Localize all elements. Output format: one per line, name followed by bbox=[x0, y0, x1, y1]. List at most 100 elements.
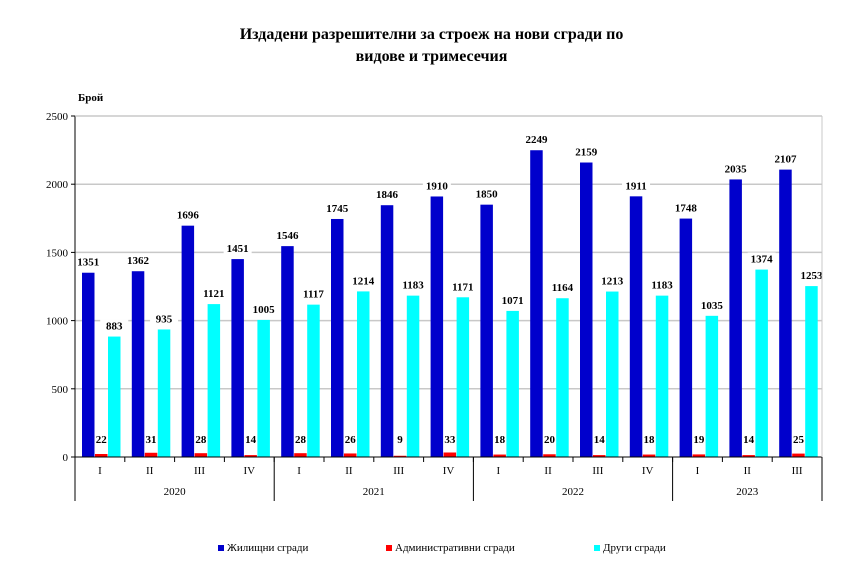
bar-other bbox=[406, 295, 420, 457]
data-label-background bbox=[299, 287, 328, 301]
bar-residential bbox=[580, 162, 593, 458]
bar-residential bbox=[331, 218, 344, 457]
data-label: 1696 bbox=[177, 210, 200, 222]
data-label: 1253 bbox=[800, 270, 823, 282]
data-label-background bbox=[273, 229, 302, 243]
bar-administrative bbox=[344, 453, 357, 457]
bar-residential bbox=[181, 225, 195, 457]
chart-title-line-1: Издадени разрешителни за строеж на нови … bbox=[239, 26, 624, 43]
chart-title-line-2: видове и тримесечия bbox=[355, 48, 508, 65]
x-tick-label: II bbox=[345, 465, 353, 477]
bar-residential bbox=[82, 272, 95, 457]
x-tick-label: IV bbox=[443, 465, 455, 477]
data-label: 14 bbox=[594, 434, 606, 446]
data-label: 1214 bbox=[352, 275, 375, 287]
legend-label-administrative: Административни сгради bbox=[395, 542, 515, 554]
data-label: 26 bbox=[345, 434, 357, 446]
data-label-background bbox=[498, 293, 527, 307]
data-label: 9 bbox=[397, 434, 403, 446]
data-label: 1164 bbox=[552, 282, 574, 294]
data-label-background bbox=[572, 145, 601, 159]
data-label: 2035 bbox=[725, 163, 748, 175]
bar-administrative bbox=[692, 454, 706, 457]
data-label-background bbox=[448, 280, 477, 294]
bar-residential bbox=[231, 259, 244, 457]
data-label-background bbox=[648, 278, 677, 292]
data-label: 1005 bbox=[253, 304, 276, 316]
data-label: 28 bbox=[295, 434, 307, 446]
bar-other bbox=[207, 304, 221, 457]
data-label: 1910 bbox=[426, 180, 449, 192]
data-label: 1846 bbox=[376, 189, 399, 201]
data-label: 1362 bbox=[127, 255, 150, 267]
data-label-background bbox=[223, 242, 252, 256]
x-tick-label: I bbox=[297, 465, 301, 477]
bar-other bbox=[606, 291, 619, 457]
data-label-background bbox=[349, 274, 378, 288]
data-label: 20 bbox=[544, 434, 556, 446]
data-label: 18 bbox=[494, 434, 506, 446]
data-label: 1121 bbox=[203, 288, 224, 300]
x-tick-label: II bbox=[744, 465, 752, 477]
x-tick-label: III bbox=[194, 465, 205, 477]
data-label-background bbox=[598, 274, 627, 288]
data-label-background bbox=[671, 201, 700, 215]
data-label: 18 bbox=[644, 434, 656, 446]
bar-other bbox=[556, 298, 569, 457]
data-label-background bbox=[472, 187, 501, 201]
bar-other bbox=[655, 295, 669, 457]
data-label: 33 bbox=[444, 434, 456, 446]
bar-other bbox=[456, 297, 470, 457]
y-tick-label: 500 bbox=[52, 384, 69, 396]
bar-residential bbox=[679, 218, 693, 457]
data-label-background bbox=[622, 179, 651, 193]
data-label-background bbox=[422, 179, 451, 193]
year-label: 2020 bbox=[164, 486, 187, 498]
data-label-background bbox=[548, 281, 577, 295]
data-label-background bbox=[721, 162, 750, 176]
bar-other bbox=[257, 319, 270, 457]
x-tick-label: I bbox=[98, 465, 102, 477]
chart-title: Издадени разрешителни за строеж на нови … bbox=[0, 24, 863, 68]
legend-swatch-residential bbox=[218, 545, 224, 551]
data-label-background bbox=[373, 188, 402, 202]
data-label: 1911 bbox=[625, 180, 646, 192]
data-label-background bbox=[249, 302, 278, 316]
bar-residential bbox=[380, 205, 394, 457]
x-tick-label: III bbox=[792, 465, 803, 477]
x-tick-label: II bbox=[544, 465, 552, 477]
legend-item-residential: Жилищни сгради bbox=[218, 542, 308, 554]
data-label: 1183 bbox=[651, 280, 673, 292]
data-label: 1071 bbox=[502, 295, 524, 307]
data-label-background bbox=[399, 278, 428, 292]
bar-other bbox=[307, 304, 320, 457]
bar-residential bbox=[430, 196, 444, 457]
data-label-background bbox=[697, 298, 726, 312]
data-label-background bbox=[173, 208, 202, 222]
x-tick-label: I bbox=[496, 465, 500, 477]
x-tick-label: III bbox=[592, 465, 603, 477]
y-tick-label: 2500 bbox=[46, 111, 69, 123]
data-label: 1451 bbox=[227, 243, 249, 255]
y-tick-label: 2000 bbox=[46, 179, 69, 191]
bar-other bbox=[755, 269, 768, 457]
data-label: 31 bbox=[146, 434, 157, 446]
legend-item-administrative: Административни сгради bbox=[386, 542, 515, 554]
data-label: 1745 bbox=[326, 203, 349, 215]
data-label: 2159 bbox=[575, 147, 598, 159]
data-label: 1183 bbox=[402, 280, 424, 292]
bar-other bbox=[157, 329, 171, 457]
bar-administrative bbox=[194, 453, 208, 457]
data-label: 28 bbox=[195, 434, 207, 446]
legend-label-other: Други сгради bbox=[603, 542, 666, 554]
data-label-background bbox=[771, 152, 800, 166]
bar-other bbox=[705, 315, 719, 457]
data-label: 2107 bbox=[774, 154, 797, 166]
year-label: 2022 bbox=[562, 486, 584, 498]
bar-residential bbox=[779, 169, 792, 457]
data-label-background bbox=[797, 269, 826, 283]
data-label: 1748 bbox=[675, 203, 698, 215]
bar-administrative bbox=[493, 454, 506, 457]
bar-administrative bbox=[593, 455, 606, 457]
